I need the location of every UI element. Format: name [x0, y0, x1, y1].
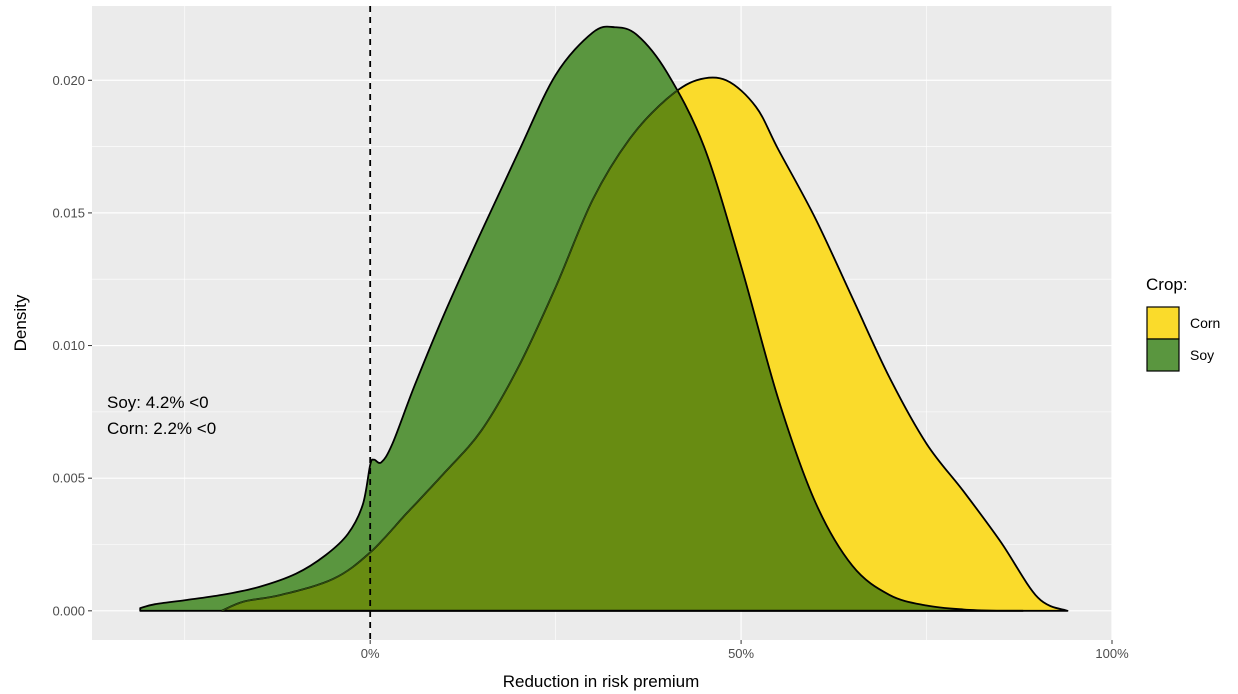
density-areas	[139, 25, 1069, 612]
y-tick-label: 0.005	[52, 471, 85, 486]
annotation-line-1: Soy: 4.2% <0	[107, 393, 209, 412]
x-tick-label: 50%	[728, 646, 754, 661]
y-tick-label: 0.000	[52, 603, 85, 618]
x-axis: 0% 50% 100%	[361, 640, 1129, 661]
legend-title: Crop:	[1146, 275, 1188, 294]
y-axis: 0.000 0.005 0.010 0.015 0.020	[52, 73, 92, 618]
annotation-line-2: Corn: 2.2% <0	[107, 419, 216, 438]
y-tick-label: 0.015	[52, 205, 85, 220]
legend-key-soy	[1146, 338, 1180, 372]
y-tick-label: 0.010	[52, 338, 85, 353]
legend-label-corn: Corn	[1190, 315, 1220, 331]
y-axis-title: Density	[11, 294, 30, 351]
area-overlap	[221, 77, 1023, 611]
legend-label-soy: Soy	[1190, 347, 1214, 363]
x-tick-label: 0%	[361, 646, 380, 661]
x-axis-title: Reduction in risk premium	[503, 672, 700, 691]
x-tick-label: 100%	[1095, 646, 1129, 661]
legend: Crop: Corn Soy	[1146, 275, 1220, 372]
y-tick-label: 0.020	[52, 73, 85, 88]
legend-key-corn	[1146, 306, 1180, 340]
outline-soy-outer	[139, 25, 1024, 612]
